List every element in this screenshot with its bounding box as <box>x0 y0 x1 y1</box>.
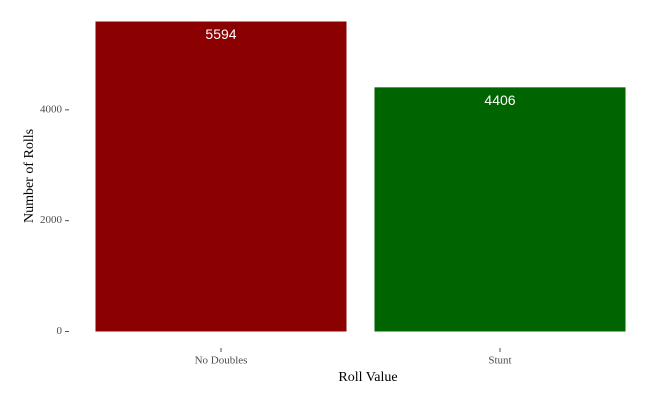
bar <box>95 21 347 332</box>
y-tick-label: 4000 <box>40 103 63 115</box>
x-axis-title: Roll Value <box>338 370 397 385</box>
y-tick-label: 0 <box>57 325 63 337</box>
value-label: 5594 <box>205 26 236 42</box>
y-axis-title: Number of Rolls <box>22 129 37 223</box>
bar <box>374 87 626 332</box>
x-tick-label: Stunt <box>488 355 511 367</box>
value-label: 4406 <box>484 92 515 108</box>
y-tick-label: 2000 <box>40 214 63 226</box>
x-tick-label: No Doubles <box>195 355 248 367</box>
